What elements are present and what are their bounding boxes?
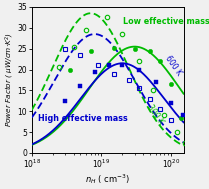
- Y-axis label: Power Factor ( μW/cm·K$^2$): Power Factor ( μW/cm·K$^2$): [4, 33, 16, 127]
- Text: Low effective mass: Low effective mass: [123, 18, 209, 26]
- Text: High effective mass: High effective mass: [38, 114, 127, 123]
- Text: 300 K: 300 K: [146, 103, 166, 126]
- X-axis label: $n_H$ ( cm$^{-3}$): $n_H$ ( cm$^{-3}$): [85, 172, 130, 186]
- Text: 600 K: 600 K: [164, 54, 184, 78]
